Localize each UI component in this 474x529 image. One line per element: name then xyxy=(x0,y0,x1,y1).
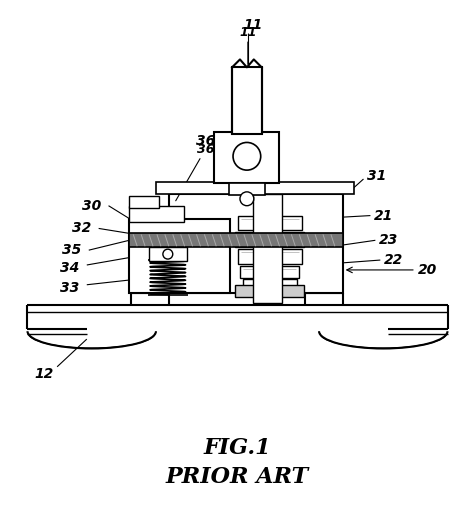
Bar xyxy=(156,182,354,194)
Bar xyxy=(232,67,262,133)
Bar xyxy=(129,218,230,293)
Text: 34: 34 xyxy=(60,261,80,275)
Text: 36: 36 xyxy=(196,134,215,149)
Text: 11: 11 xyxy=(243,18,263,32)
Bar xyxy=(238,216,302,231)
Text: 12: 12 xyxy=(35,367,54,381)
Bar xyxy=(129,233,343,247)
Text: 33: 33 xyxy=(60,281,80,295)
Circle shape xyxy=(163,249,173,259)
Text: 21: 21 xyxy=(374,208,393,223)
Text: 35: 35 xyxy=(63,243,82,257)
Bar xyxy=(149,247,187,261)
Circle shape xyxy=(240,192,254,206)
Bar xyxy=(253,194,283,303)
Text: 36: 36 xyxy=(176,143,214,201)
Text: 31: 31 xyxy=(367,169,386,183)
Bar xyxy=(169,194,343,293)
Bar xyxy=(129,196,159,208)
Bar xyxy=(238,249,302,264)
Text: 30: 30 xyxy=(82,199,101,213)
Text: 23: 23 xyxy=(379,233,398,247)
Bar xyxy=(243,279,297,289)
Text: 32: 32 xyxy=(72,222,91,235)
Bar xyxy=(235,285,304,297)
Text: 20: 20 xyxy=(418,263,438,277)
Bar xyxy=(129,206,183,222)
Text: 11: 11 xyxy=(239,26,256,65)
Bar xyxy=(235,232,304,247)
Text: 22: 22 xyxy=(383,253,403,267)
Bar xyxy=(240,266,299,278)
Text: FIG.1: FIG.1 xyxy=(203,437,271,459)
Bar xyxy=(229,183,264,195)
Text: PRIOR ART: PRIOR ART xyxy=(165,467,309,488)
Bar xyxy=(214,132,280,183)
Circle shape xyxy=(233,142,261,170)
